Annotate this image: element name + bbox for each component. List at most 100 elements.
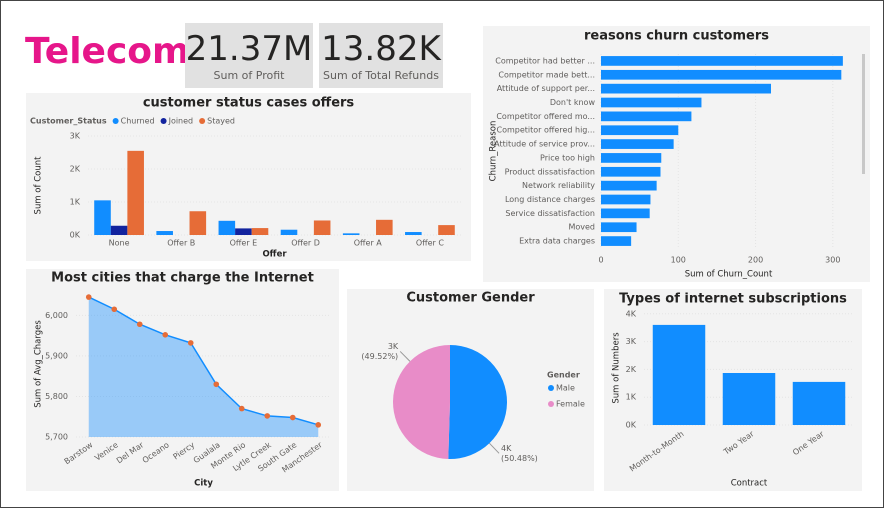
chart-panel: reasons churn customers 0 100 200 300 Competi… — [483, 26, 870, 282]
y-tick-label: Attitude of support per... — [497, 84, 595, 93]
y-tick-label: Extra data charges — [519, 237, 595, 246]
pie-slice — [448, 345, 508, 459]
y-tick-label: 0K — [626, 421, 637, 430]
count-label: 3K — [388, 342, 399, 351]
bar — [251, 228, 269, 235]
chart-title: reasons churn customers — [584, 29, 769, 44]
y-tick-label: Competitor had better ... — [495, 56, 595, 65]
bar — [405, 232, 422, 235]
chart-title: Most cities that charge the Internet — [51, 271, 314, 286]
chart-panel: customer status cases offers 0K 1K 2K 3K Sum … — [26, 93, 471, 261]
x-tick-label: 300 — [825, 256, 840, 265]
legend-swatch — [112, 118, 119, 124]
data-label: (49.52%) — [361, 352, 398, 361]
marker — [85, 294, 92, 300]
x-tick-label: Offer E — [230, 239, 258, 248]
bar — [438, 225, 455, 235]
x-tick-label: Offer D — [291, 239, 320, 248]
dashboard-title: Telecom — [25, 31, 190, 72]
bar — [110, 225, 128, 235]
x-tick-label: Barstow — [63, 440, 95, 466]
y-tick-label: 3K — [626, 337, 637, 346]
kpi-card: 13.82K Sum of Total Refunds — [319, 23, 443, 88]
x-tick-label: None — [109, 239, 130, 248]
chart-panel: Types of internet subscriptions 0K 1K 2K 3K 4… — [604, 289, 862, 491]
bar — [601, 69, 842, 80]
marker — [111, 306, 118, 313]
x-axis-label: Offer — [262, 250, 287, 260]
x-tick-label: Del Mar — [115, 440, 146, 466]
x-tick-label: Offer A — [354, 239, 383, 248]
chart-panel: Most cities that charge the Internet 5,70… — [26, 269, 339, 491]
scrollbar — [862, 54, 865, 174]
y-tick-label: 0K — [70, 231, 81, 240]
bar — [601, 236, 632, 246]
legend-label: Joined — [168, 117, 194, 126]
y-tick-label: Competitor made bett... — [498, 70, 595, 79]
bar — [722, 373, 776, 425]
line — [88, 296, 319, 426]
bar — [601, 222, 637, 233]
y-axis-label: Sum of Count — [34, 156, 44, 215]
bar — [601, 97, 702, 108]
bar — [601, 125, 679, 136]
x-tick-label: Offer B — [167, 239, 195, 248]
bar — [601, 194, 651, 205]
x-tick-label: One Year — [791, 429, 826, 457]
legend-swatch — [199, 118, 206, 124]
x-axis-label: City — [194, 479, 213, 489]
y-tick-label: Attitude of service prov... — [494, 140, 595, 149]
legend-swatch — [548, 385, 554, 391]
bar — [280, 229, 298, 235]
y-tick-label: 1K — [70, 198, 81, 207]
bar — [601, 153, 662, 163]
kpi-label: Sum of Total Refunds — [323, 69, 439, 82]
marker — [264, 413, 271, 419]
marker — [238, 405, 245, 412]
y-tick-label: 5,700 — [45, 433, 68, 442]
bar — [235, 228, 252, 235]
pie-slice — [393, 345, 450, 459]
y-axis-label: Churn_Reason — [489, 121, 499, 182]
y-tick-label: 5,900 — [45, 351, 68, 360]
legend-label: Churned — [121, 117, 155, 126]
bar — [601, 208, 650, 219]
legend-title: Customer_Status — [30, 117, 107, 126]
y-tick-label: 5,800 — [45, 392, 68, 401]
y-tick-label: 2K — [626, 365, 637, 374]
legend-swatch — [548, 401, 554, 407]
kpi-value: 13.82K — [321, 29, 441, 69]
kpi-value: 21.37M — [185, 29, 313, 69]
y-tick-label: Competitor offered hig... — [497, 126, 595, 135]
bar — [156, 231, 173, 235]
chart-title: Customer Gender — [406, 291, 535, 306]
legend-title: Gender — [547, 371, 580, 380]
x-tick-label: 200 — [748, 256, 763, 265]
bar — [189, 211, 207, 235]
legend-label: Female — [556, 400, 585, 409]
marker — [289, 414, 296, 421]
y-tick-label: 1K — [626, 393, 637, 402]
y-tick-label: Competitor offered mo... — [496, 112, 595, 121]
x-tick-label: Oceano — [141, 440, 171, 465]
bar — [94, 200, 111, 235]
legend-label: Male — [556, 384, 575, 393]
data-label: (50.48%) — [501, 454, 538, 463]
bar — [601, 166, 661, 177]
bar — [601, 139, 674, 149]
chart-panel: Customer Gender 4K(50.48%) 3K(49.52%) Gende… — [347, 289, 594, 491]
marker — [162, 332, 169, 338]
legend-swatch — [160, 118, 167, 124]
x-tick-label: 100 — [671, 256, 686, 265]
chart-title: Types of internet subscriptions — [619, 292, 847, 307]
bar — [601, 56, 843, 66]
y-tick-label: Network reliability — [522, 181, 595, 190]
x-tick-label: Two Year — [721, 429, 756, 457]
bar — [652, 324, 706, 425]
bar — [601, 83, 771, 94]
bar — [792, 381, 846, 425]
kpi-card: 21.37M Sum of Profit — [185, 23, 313, 88]
y-axis-label: Sum of Avg_Charges — [34, 320, 44, 408]
x-axis-label: Sum of Churn_Count — [685, 270, 773, 280]
y-tick-label: 6,000 — [45, 311, 68, 320]
